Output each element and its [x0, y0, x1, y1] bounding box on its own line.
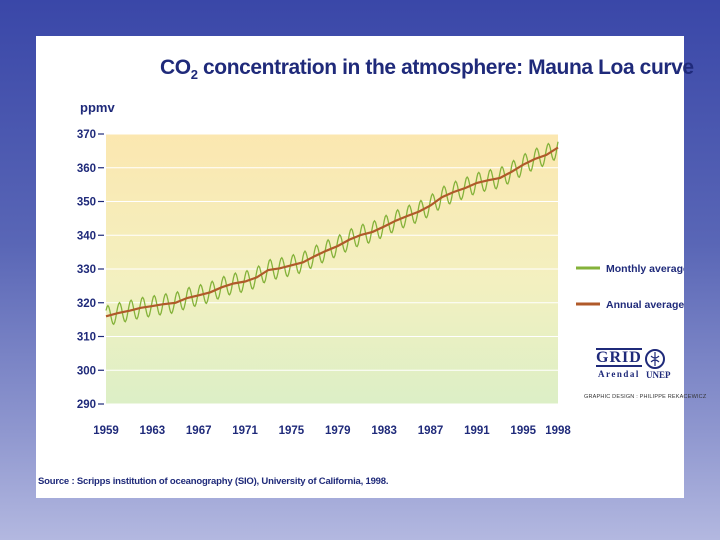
source-note: Source : Scripps institution of oceanogr…	[38, 476, 389, 487]
grid-arendal-unep-logo: GRID Arendal UNEP	[596, 348, 682, 400]
y-tick-label: 360	[77, 163, 96, 175]
legend-label: Monthly average	[606, 263, 684, 275]
series-annual-average	[105, 146, 559, 318]
chart-svg: 370 360 350 340 330 320 310 300 290 1959 1963 1967…	[77, 100, 684, 437]
x-tick-label: 1959	[93, 425, 119, 437]
y-tick-label: 290	[77, 399, 96, 411]
y-tick-label: 330	[77, 264, 96, 276]
graphic-credit: GRAPHIC DESIGN : PHILIPPE REKACEWICZ	[584, 394, 707, 400]
arendal-logo-text: Arendal	[598, 369, 640, 379]
x-tick-label: 1967	[186, 425, 212, 437]
y-tick-label: 370	[77, 129, 96, 141]
legend-label: Annual average	[606, 299, 684, 311]
title-subscript: 2	[190, 67, 198, 83]
grid-lines	[100, 133, 558, 405]
legend: Monthly average Annual average	[576, 263, 684, 311]
series-monthly-average	[105, 141, 559, 326]
x-tick-label: 1963	[140, 425, 166, 437]
x-tick-label: 1971	[232, 425, 258, 437]
y-axis-label: ppmv	[80, 100, 115, 115]
y-tick-label: 300	[77, 365, 96, 377]
x-tick-label: 1987	[418, 425, 444, 437]
x-tick-label: 1983	[371, 425, 397, 437]
x-tick-label: 1975	[279, 425, 305, 437]
x-tick-label: 1979	[325, 425, 351, 437]
y-axis: 370 360 350 340 330 320 310 300 290	[77, 129, 104, 411]
y-tick-label: 340	[77, 230, 96, 242]
y-tick-label: 350	[77, 197, 96, 209]
x-axis: 1959 1963 1967 1971 1975 1979 1983 1987 1991 1995…	[93, 425, 571, 437]
y-tick-label: 310	[77, 332, 96, 344]
unep-logo-text: UNEP	[646, 370, 671, 380]
title-prefix: CO	[160, 56, 191, 79]
grid-logo-text: GRID	[596, 348, 642, 367]
y-tick-label: 320	[77, 298, 96, 310]
x-tick-label: 1995	[510, 425, 536, 437]
title-rest: concentration in the atmosphere: Mauna L…	[197, 56, 694, 79]
chart-title: CO2 concentration in the atmosphere: Mau…	[160, 56, 694, 83]
x-tick-label: 1991	[464, 425, 490, 437]
unep-emblem-icon	[645, 349, 665, 369]
x-tick-label: 1998	[545, 425, 571, 437]
slide-panel: CO2 concentration in the atmosphere: Mau…	[36, 36, 706, 498]
